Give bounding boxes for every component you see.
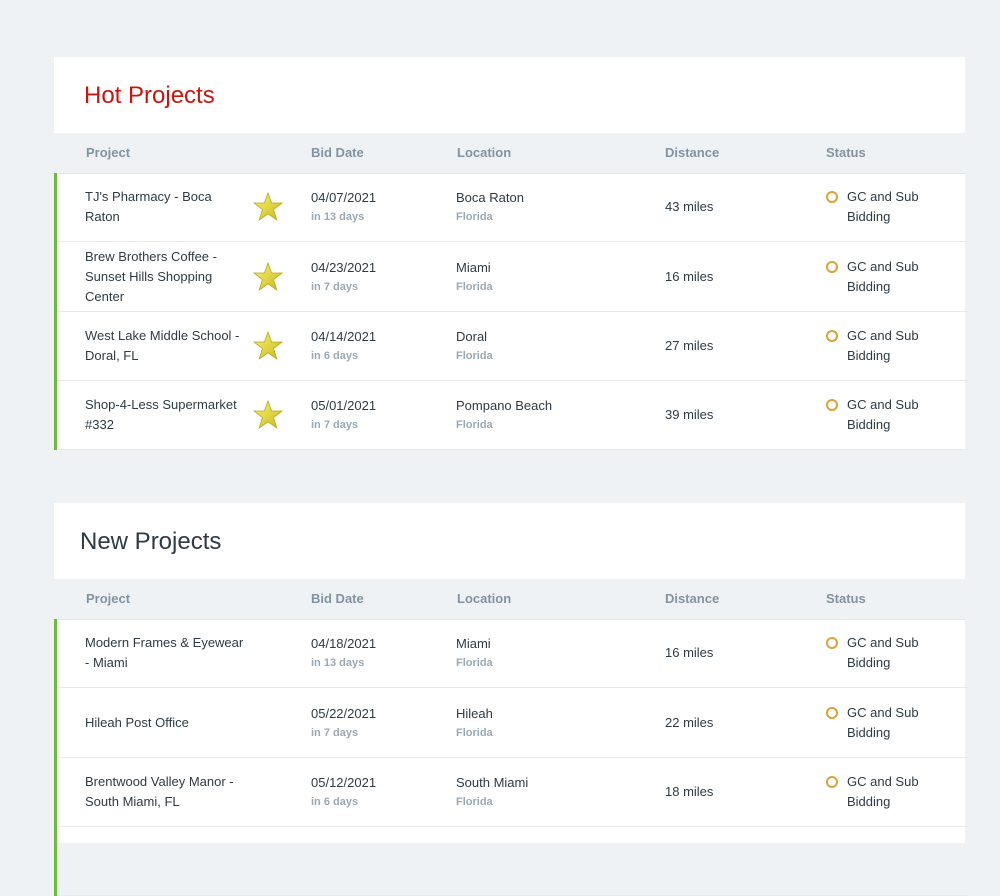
- project-name[interactable]: Brentwood Valley Manor - South Miami, FL: [85, 774, 234, 809]
- star-icon[interactable]: [253, 192, 283, 222]
- bid-date: 05/22/2021: [311, 705, 377, 721]
- location-city: Miami: [456, 636, 491, 651]
- bid-date: 05/01/2021: [311, 398, 377, 413]
- project-name[interactable]: Shop-4-Less Supermarket #332: [85, 397, 237, 432]
- status-label: GC and Sub Bidding: [847, 328, 919, 363]
- bid-date-relative: in 13 days: [311, 657, 365, 669]
- column-header-bid-date[interactable]: Bid Date: [311, 591, 364, 606]
- column-header-project[interactable]: Project: [86, 145, 131, 160]
- location-state: Florida: [456, 796, 493, 808]
- bid-date-relative: in 7 days: [311, 419, 359, 431]
- status-circle-icon: [826, 260, 838, 273]
- distance: 22 miles: [665, 714, 714, 730]
- table-row[interactable]: Brew Brothers Coffee - Sunset Hills Shop…: [57, 242, 968, 312]
- bid-date: 04/14/2021: [311, 329, 377, 344]
- hot-projects-card: Hot Projects Project Bid Date Location D…: [54, 57, 968, 450]
- hot-projects-rows: TJ's Pharmacy - Boca Raton 04/07/2021 in …: [54, 173, 968, 450]
- table-row[interactable]: West Lake Middle School - Doral, FL 04/1…: [57, 312, 968, 381]
- column-header-bid-date[interactable]: Bid Date: [311, 145, 364, 160]
- column-header-project[interactable]: Project: [86, 591, 131, 606]
- status-circle-icon: [826, 637, 838, 649]
- star-icon[interactable]: [253, 261, 283, 292]
- status-label: GC and Sub Bidding: [847, 774, 919, 809]
- table-row[interactable]: Shop-4-Less Supermarket #332 05/01/2021 i…: [57, 381, 968, 450]
- status-circle-icon: [826, 330, 838, 342]
- bid-date-relative: in 6 days: [311, 350, 359, 362]
- bid-date: 04/23/2021: [311, 259, 377, 275]
- bid-date-relative: in 13 days: [311, 211, 365, 223]
- project-name[interactable]: West Lake Middle School - Doral, FL: [85, 328, 240, 363]
- status-label: GC and Sub Bidding: [847, 397, 919, 432]
- project-name[interactable]: Modern Frames & Eyewear - Miami: [85, 635, 244, 670]
- location-city: Boca Raton: [456, 190, 524, 205]
- bid-date: 05/12/2021: [311, 775, 377, 790]
- status-label: GC and Sub Bidding: [847, 635, 919, 670]
- star-icon[interactable]: [253, 400, 283, 430]
- table-row[interactable]: Modern Frames & Eyewear - Miami 04/18/20…: [57, 619, 968, 688]
- bid-date: 04/07/2021: [311, 190, 377, 205]
- status-label: GC and Sub Bidding: [847, 189, 919, 224]
- column-header-distance[interactable]: Distance: [665, 145, 720, 160]
- status-circle-icon: [826, 776, 838, 788]
- distance: 18 miles: [665, 784, 714, 799]
- new-projects-title: New Projects: [80, 528, 222, 555]
- hot-projects-title: Hot Projects: [84, 82, 215, 109]
- bid-date-relative: in 6 days: [311, 796, 359, 808]
- location-state: Florida: [456, 657, 493, 669]
- table-header: Project Bid Date Location Distance Statu…: [54, 579, 965, 620]
- bid-date-relative: in 7 days: [311, 726, 359, 739]
- location-city: South Miami: [456, 775, 529, 790]
- column-header-distance[interactable]: Distance: [665, 591, 720, 606]
- status-label: GC and Sub Bidding: [847, 704, 919, 740]
- location-city: Hileah: [456, 705, 493, 721]
- location-state: Florida: [456, 280, 493, 293]
- location-city: Doral: [456, 329, 488, 344]
- column-header-location[interactable]: Location: [457, 591, 512, 606]
- table-row-partial[interactable]: [57, 827, 968, 896]
- status-label: GC and Sub Bidding: [847, 258, 919, 294]
- table-header: Project Bid Date Location Distance Statu…: [54, 133, 965, 174]
- location-city: Miami: [456, 259, 491, 275]
- location-state: Florida: [456, 419, 493, 431]
- distance: 16 miles: [665, 645, 714, 660]
- location-city: Pompano Beach: [456, 398, 553, 413]
- column-header-status[interactable]: Status: [826, 145, 866, 160]
- bid-date-relative: in 7 days: [311, 280, 359, 293]
- distance: 16 miles: [665, 268, 714, 284]
- location-state: Florida: [456, 211, 493, 223]
- column-header-status[interactable]: Status: [826, 591, 866, 606]
- status-circle-icon: [826, 706, 838, 719]
- new-projects-card: New Projects Project Bid Date Location D…: [54, 503, 968, 896]
- table-row[interactable]: Brentwood Valley Manor - South Miami, FL…: [57, 758, 968, 827]
- status-circle-icon: [826, 191, 838, 203]
- status-circle-icon: [826, 399, 838, 411]
- bid-date: 04/18/2021: [311, 636, 377, 651]
- project-name[interactable]: Hileah Post Office: [85, 714, 189, 730]
- project-name[interactable]: TJ's Pharmacy - Boca Raton: [85, 189, 212, 224]
- distance: 43 miles: [665, 199, 714, 214]
- star-icon[interactable]: [253, 331, 283, 361]
- location-state: Florida: [456, 350, 493, 362]
- table-row[interactable]: Hileah Post Office 05/22/2021 in 7 days H…: [57, 688, 968, 758]
- table-row[interactable]: TJ's Pharmacy - Boca Raton 04/07/2021 in …: [57, 173, 968, 242]
- project-name[interactable]: Brew Brothers Coffee - Sunset Hills Shop…: [85, 248, 217, 304]
- column-header-location[interactable]: Location: [457, 145, 512, 160]
- new-projects-rows: Modern Frames & Eyewear - Miami 04/18/20…: [54, 619, 968, 896]
- location-state: Florida: [456, 726, 493, 739]
- distance: 27 miles: [665, 338, 714, 353]
- distance: 39 miles: [665, 407, 714, 422]
